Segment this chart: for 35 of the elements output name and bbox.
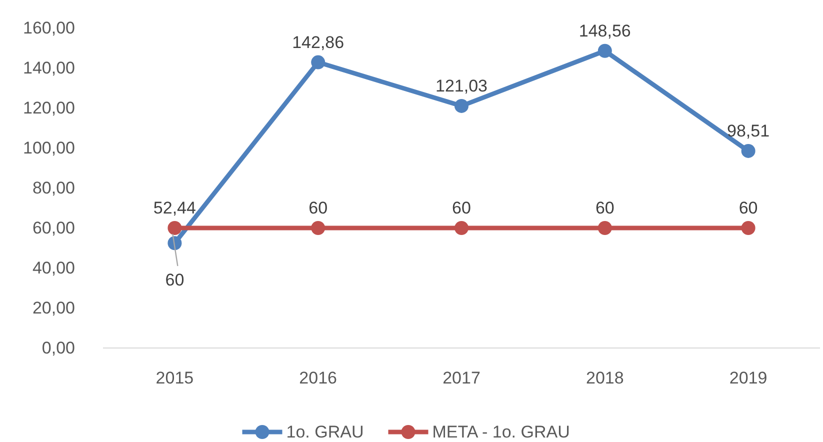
legend-label: META - 1o. GRAU [432, 422, 570, 442]
legend-label: 1o. GRAU [286, 422, 364, 442]
y-tick-label: 0,00 [42, 338, 75, 358]
point [598, 221, 612, 235]
y-tick-label: 100,00 [23, 138, 75, 158]
y-tick-label: 20,00 [32, 298, 75, 318]
data-label: 60 [308, 198, 328, 218]
data-label: 52,44 [153, 198, 196, 218]
data-label: 60 [738, 198, 758, 218]
point [598, 44, 612, 58]
y-tick-label: 140,00 [23, 58, 75, 78]
y-tick-label: 120,00 [23, 98, 75, 118]
y-tick-label: 40,00 [32, 258, 75, 278]
point [454, 221, 468, 235]
point [311, 221, 326, 235]
data-label: 148,56 [578, 21, 631, 40]
x-tick-label: 2017 [442, 368, 480, 388]
y-tick-label: 160,00 [23, 18, 75, 38]
y-tick-label: 80,00 [32, 178, 75, 198]
x-tick-label: 2016 [299, 368, 338, 388]
point [311, 55, 326, 70]
x-tick-label: 2018 [586, 368, 624, 388]
y-tick-label: 60,00 [32, 218, 75, 238]
point [741, 221, 756, 235]
point [168, 221, 182, 235]
data-label: 142,86 [292, 32, 344, 52]
x-tick-label: 2019 [729, 368, 768, 388]
data-label: 60 [165, 270, 184, 290]
point [741, 144, 756, 158]
data-label: 121,03 [436, 76, 488, 96]
x-tick-label: 2015 [156, 368, 194, 388]
data-label: 60 [452, 198, 471, 218]
data-label: 60 [595, 198, 614, 218]
data-label: 98,51 [727, 121, 770, 140]
point [454, 98, 468, 113]
